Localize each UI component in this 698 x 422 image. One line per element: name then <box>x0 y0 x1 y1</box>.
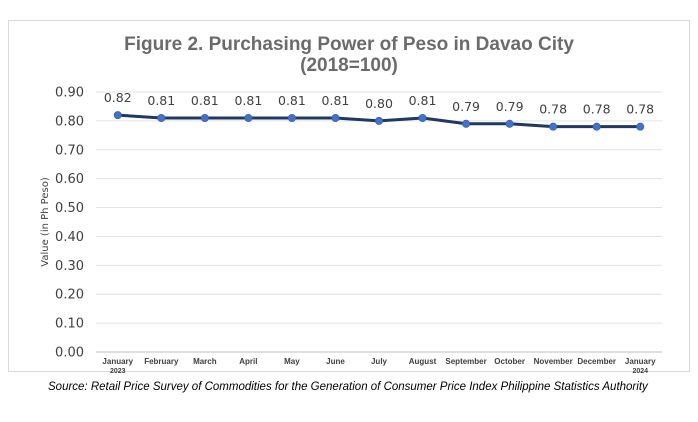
data-label: 0.81 <box>322 93 350 108</box>
y-tick-label: 0.00 <box>55 346 84 361</box>
y-tick-label: 0.10 <box>55 317 84 332</box>
source-note: Source: Retail Price Survey of Commoditi… <box>48 381 648 393</box>
x-tick-label: November <box>534 357 573 366</box>
x-tick-label: 2024 <box>632 368 648 375</box>
data-point <box>374 116 383 125</box>
chart-frame <box>8 20 690 372</box>
data-point <box>462 119 471 128</box>
data-point <box>418 114 427 123</box>
x-tick-label: September <box>445 357 486 366</box>
x-tick-label: January <box>102 357 133 366</box>
y-tick-label: 0.20 <box>55 288 84 303</box>
data-label: 0.81 <box>278 93 306 108</box>
x-tick-label: April <box>239 357 257 366</box>
y-tick-label: 0.60 <box>55 172 84 187</box>
data-label: 0.79 <box>452 99 480 114</box>
data-point <box>331 114 340 123</box>
data-label: 0.81 <box>234 93 262 108</box>
data-label: 0.78 <box>539 102 567 117</box>
y-tick-label: 0.30 <box>55 259 84 274</box>
data-point <box>244 114 253 123</box>
data-label: 0.81 <box>409 93 437 108</box>
x-tick-label: July <box>371 357 388 366</box>
data-point <box>549 122 558 131</box>
data-label: 0.80 <box>365 96 393 111</box>
data-point <box>200 114 209 123</box>
data-label: 0.81 <box>191 93 219 108</box>
x-tick-label: October <box>494 357 525 366</box>
x-tick-label: February <box>144 357 179 366</box>
chart-title: Figure 2. Purchasing Power of Peso in Da… <box>124 34 574 55</box>
y-tick-label: 0.40 <box>55 230 84 245</box>
data-point <box>157 114 166 123</box>
y-axis-title: Value (in Ph Peso) <box>40 177 51 267</box>
data-label: 0.79 <box>496 99 524 114</box>
data-label: 0.81 <box>147 93 175 108</box>
x-tick-label: May <box>284 357 300 366</box>
data-point <box>113 111 122 120</box>
x-tick-label: June <box>326 357 345 366</box>
x-tick-label: January <box>625 357 656 366</box>
y-tick-label: 0.90 <box>55 86 84 101</box>
data-label: 0.78 <box>583 102 611 117</box>
data-label: 0.78 <box>626 102 654 117</box>
y-tick-label: 0.70 <box>55 143 84 158</box>
data-point <box>592 122 601 131</box>
data-label: 0.82 <box>104 90 132 105</box>
x-tick-label: 2023 <box>110 368 126 375</box>
x-tick-label: March <box>193 357 217 366</box>
y-tick-label: 0.50 <box>55 201 84 216</box>
x-tick-label: December <box>577 357 616 366</box>
chart-subtitle: (2018=100) <box>300 55 398 76</box>
data-point <box>636 122 645 131</box>
x-tick-label: August <box>409 357 437 366</box>
data-point <box>505 119 514 128</box>
data-point <box>287 114 296 123</box>
y-tick-label: 0.80 <box>55 114 84 129</box>
